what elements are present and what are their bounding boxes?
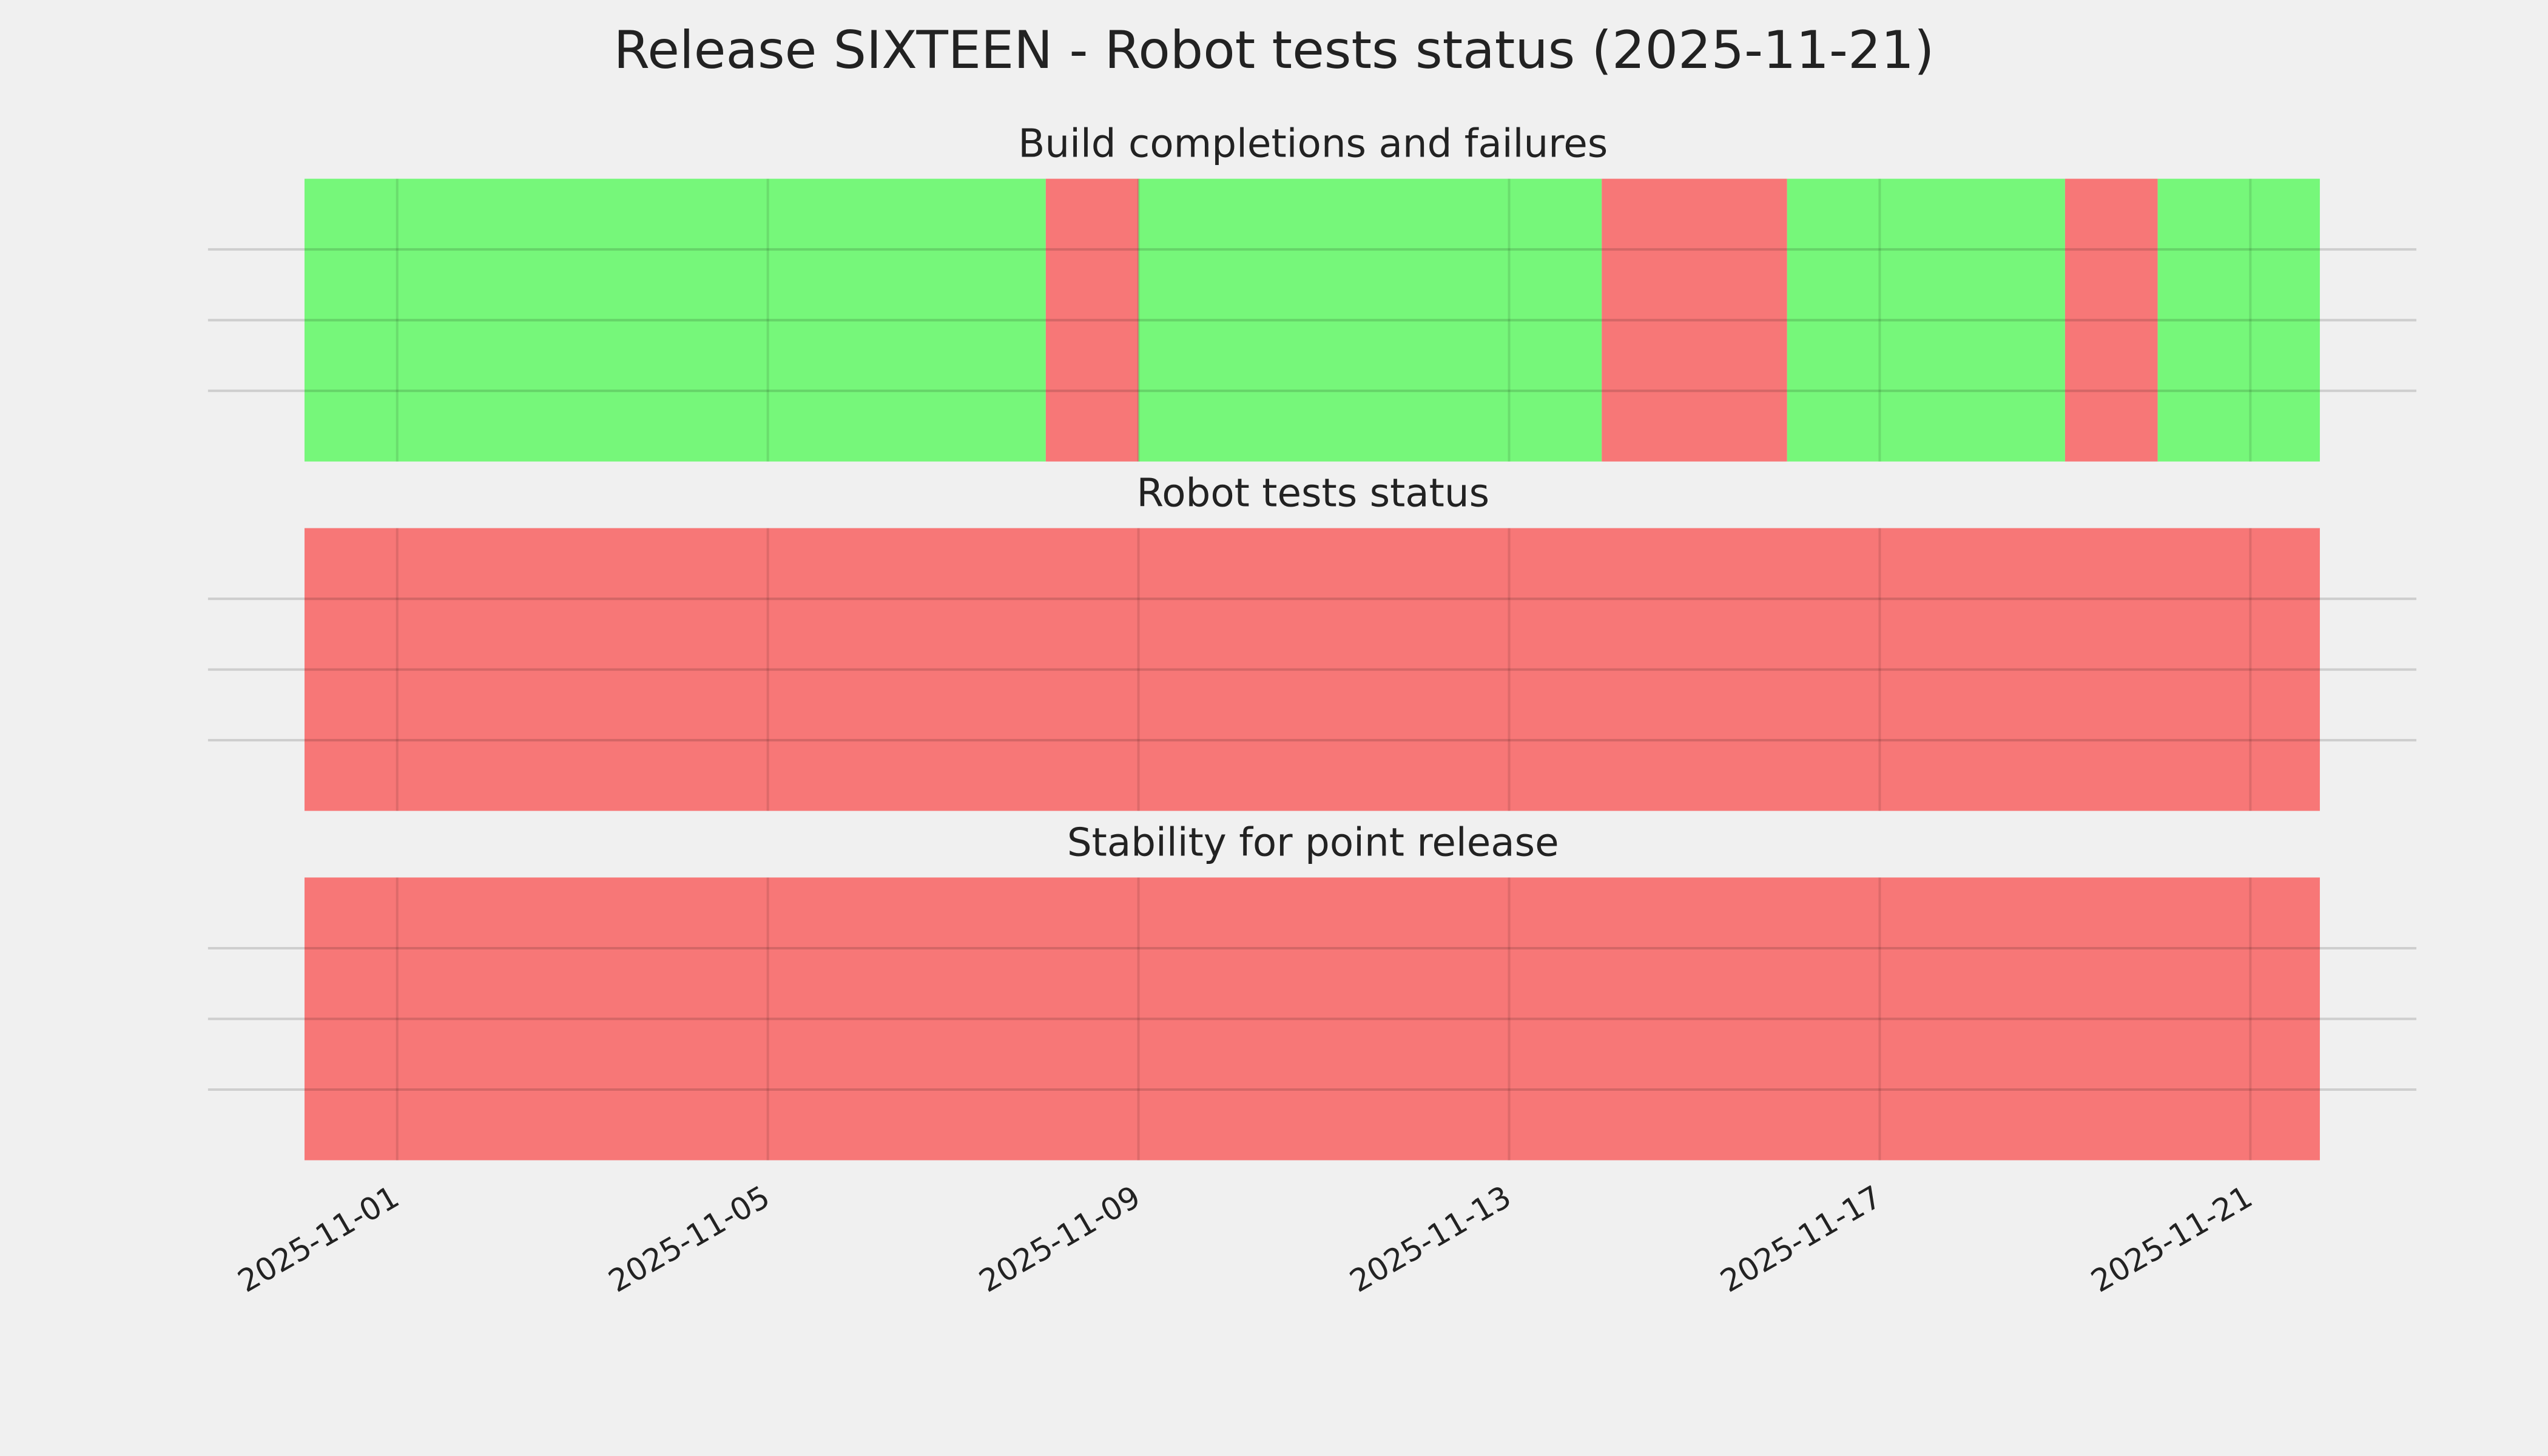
x-tick-label: 2025-11-05 <box>603 1179 777 1300</box>
status-span <box>304 877 2320 1161</box>
status-span <box>2157 178 2320 462</box>
panel-title: Build completions and failures <box>1018 121 1608 167</box>
chart-title: Release SIXTEEN - Robot tests status (20… <box>614 20 1935 81</box>
panel-title: Robot tests status <box>1136 471 1489 516</box>
x-tick-label: 2025-11-09 <box>974 1179 1147 1300</box>
status-span <box>2064 178 2158 462</box>
x-tick-label: 2025-11-21 <box>2085 1179 2259 1300</box>
x-tick-label: 2025-11-13 <box>1344 1179 1517 1300</box>
x-tick-label: 2025-11-17 <box>1714 1179 1888 1300</box>
status-span <box>1602 178 1787 462</box>
panel-title: Stability for point release <box>1067 820 1559 865</box>
status-span <box>1045 178 1139 462</box>
status-span <box>304 178 1046 462</box>
status-span <box>1138 178 1602 462</box>
status-span <box>1787 178 2065 462</box>
status-span <box>304 528 2320 811</box>
x-tick-label: 2025-11-01 <box>232 1179 406 1300</box>
